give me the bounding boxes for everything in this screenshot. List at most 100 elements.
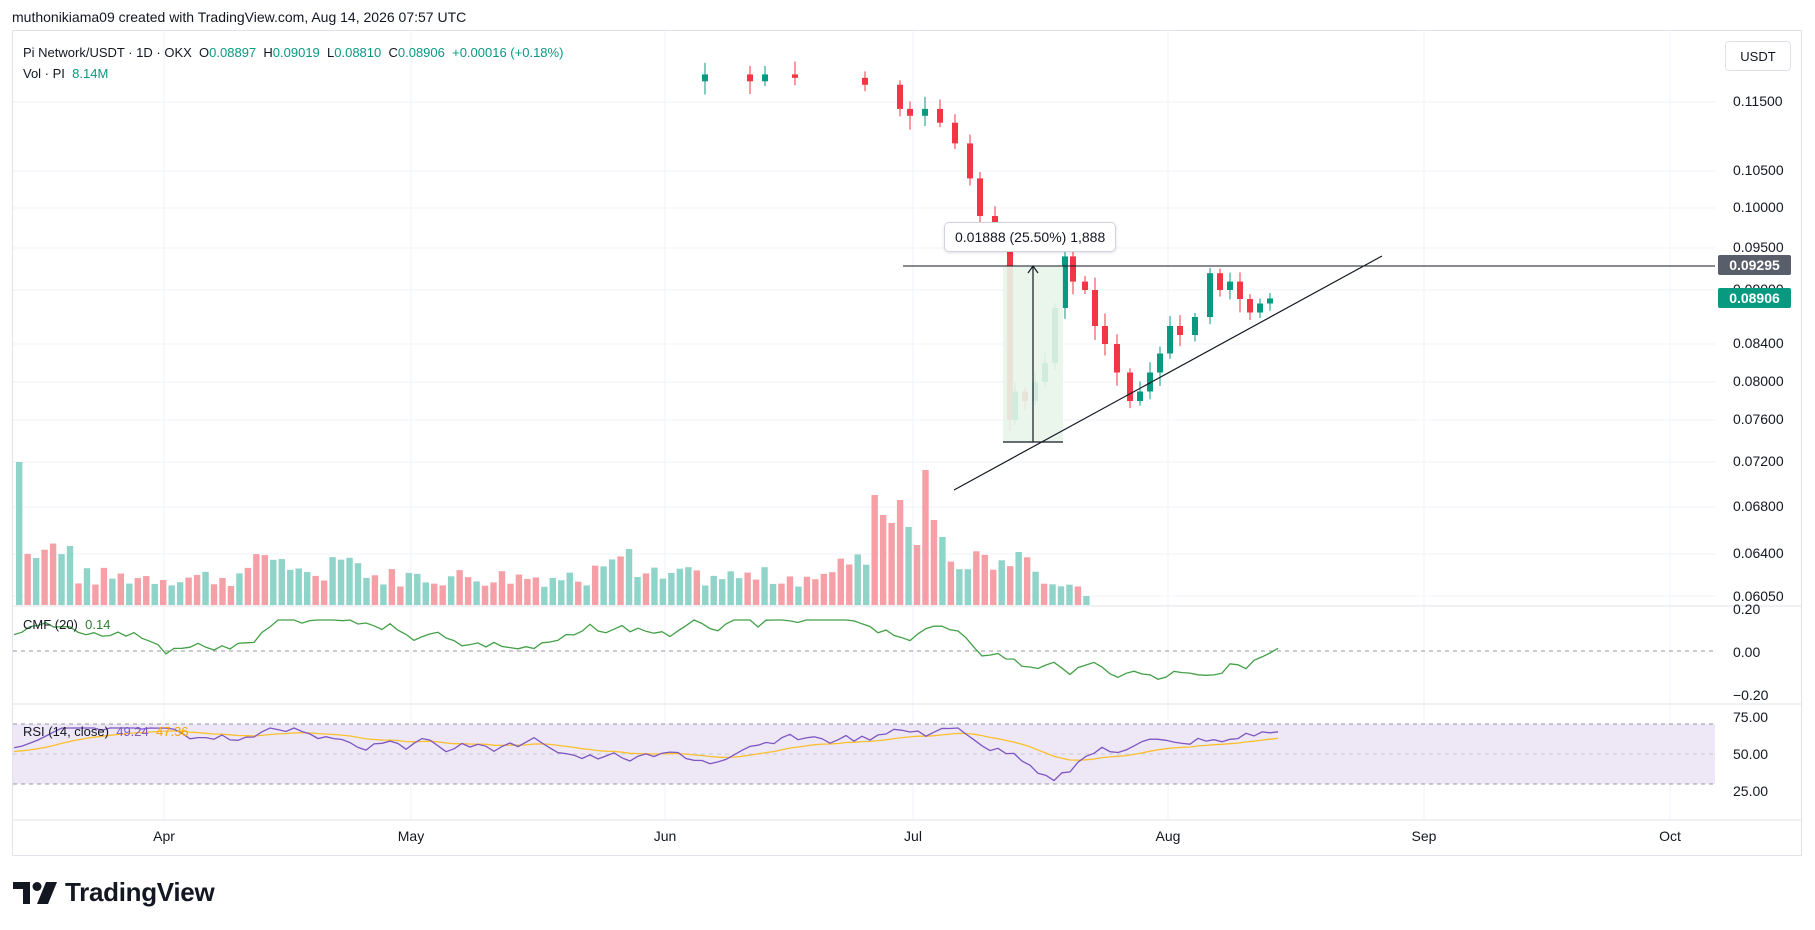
volume-bar — [549, 577, 557, 605]
brand-name: TradingView — [65, 877, 215, 907]
price-tick: 0.06800 — [1733, 498, 1784, 514]
candle-body — [762, 74, 768, 82]
volume-bar — [600, 566, 607, 605]
currency-button[interactable]: USDT — [1725, 41, 1791, 71]
volume-bar — [769, 583, 777, 605]
volume-bar — [676, 568, 684, 605]
candle-body — [922, 108, 928, 116]
volume-bar — [1049, 584, 1056, 605]
volume-bar — [405, 572, 413, 605]
volume-bar — [431, 583, 438, 605]
month-label: Jul — [904, 828, 922, 844]
volume-bar — [524, 578, 531, 605]
volume-bar — [498, 571, 506, 605]
volume-bar — [58, 554, 65, 605]
volume-bar — [795, 586, 802, 605]
chart-frame — [12, 30, 1802, 856]
candle-body — [862, 77, 868, 85]
volume-bar — [227, 586, 235, 605]
volume-bar — [896, 500, 904, 605]
cmf-label[interactable]: CMF (20) — [23, 617, 78, 632]
volume-bar — [422, 582, 429, 605]
volume-bar — [253, 554, 260, 605]
last-price-tag: 0.08906 — [1718, 288, 1791, 308]
open-label: O — [199, 45, 210, 60]
volume-bar — [990, 569, 997, 605]
tradingview-icon — [13, 881, 57, 904]
rsi-legend: RSI (14, close) 49.24 47.36 — [23, 723, 189, 741]
volume-bar — [1057, 586, 1065, 605]
price-tick: 0.07600 — [1733, 411, 1784, 427]
month-label: Sep — [1411, 828, 1437, 844]
volume-bar — [591, 565, 599, 605]
volume-bar — [973, 551, 980, 605]
month-label: Apr — [153, 828, 175, 844]
price-tick: 0.10000 — [1733, 199, 1784, 215]
volume-bar — [134, 578, 141, 605]
volume-bar — [109, 578, 116, 605]
volume-bar — [1015, 551, 1022, 605]
tradingview-logo[interactable]: TradingView — [13, 877, 215, 908]
price-tick: 0.06400 — [1733, 545, 1784, 561]
cmf-legend: CMF (20) 0.14 — [23, 616, 110, 634]
volume-bar — [668, 572, 675, 605]
candle-body — [1092, 290, 1098, 326]
month-label: May — [397, 828, 425, 844]
volume-bar — [617, 556, 624, 605]
rsi-label[interactable]: RSI (14, close) — [23, 724, 109, 739]
volume-bar — [1023, 557, 1031, 605]
candle-body — [1237, 281, 1243, 299]
candle-body — [1062, 256, 1068, 308]
volume-bar — [702, 585, 709, 605]
volume-bar — [447, 576, 455, 605]
high-label: H — [263, 45, 273, 60]
volume-bar — [541, 586, 548, 605]
volume-bar — [507, 583, 514, 605]
candle-body — [937, 108, 943, 123]
price-tick: 0.06050 — [1733, 588, 1784, 604]
volume-label[interactable]: Vol · PI — [23, 66, 65, 81]
candle-body — [907, 108, 913, 116]
volume-bar — [363, 577, 370, 605]
volume-bar — [202, 571, 209, 605]
volume-bar — [964, 569, 972, 605]
volume-bar — [295, 568, 302, 605]
volume-bar — [32, 558, 40, 605]
volume-bar — [608, 559, 616, 605]
volume-bar — [92, 584, 99, 605]
volume-bar — [1040, 583, 1048, 605]
month-label: Oct — [1659, 828, 1681, 844]
candle-body — [897, 84, 903, 109]
rsi-tick: 50.00 — [1733, 746, 1769, 762]
volume-bar — [812, 579, 819, 605]
candle-body — [1257, 303, 1263, 313]
volume-bar — [659, 578, 667, 605]
close-label: C — [388, 45, 398, 60]
volume-bar — [744, 572, 751, 605]
candle-body — [1267, 298, 1273, 304]
candle-body — [1147, 372, 1153, 392]
volume-bar — [270, 559, 277, 605]
trendline — [953, 255, 1383, 491]
price-tick: 0.08400 — [1733, 335, 1784, 351]
volume-bar — [159, 579, 167, 605]
volume-bar — [193, 574, 201, 605]
low-label: L — [327, 45, 335, 60]
volume-bar — [380, 584, 387, 605]
volume-bar — [278, 559, 285, 605]
volume-bar — [117, 573, 125, 605]
symbol-label[interactable]: Pi Network/USDT · 1D · OKX — [23, 45, 192, 60]
volume-bar — [1074, 586, 1082, 605]
volume-bar — [710, 575, 717, 605]
volume-bar — [947, 561, 955, 605]
volume-bar — [41, 549, 48, 605]
price-tick: 0.09500 — [1733, 239, 1784, 255]
price-tick: 0.10500 — [1733, 162, 1784, 178]
volume-bar — [981, 554, 988, 605]
month-label: Aug — [1155, 828, 1181, 844]
cmf-tick: 0.00 — [1733, 644, 1761, 660]
volume-bar — [956, 569, 963, 605]
volume-bar — [312, 575, 319, 605]
rsi-tick: 75.00 — [1733, 709, 1769, 725]
